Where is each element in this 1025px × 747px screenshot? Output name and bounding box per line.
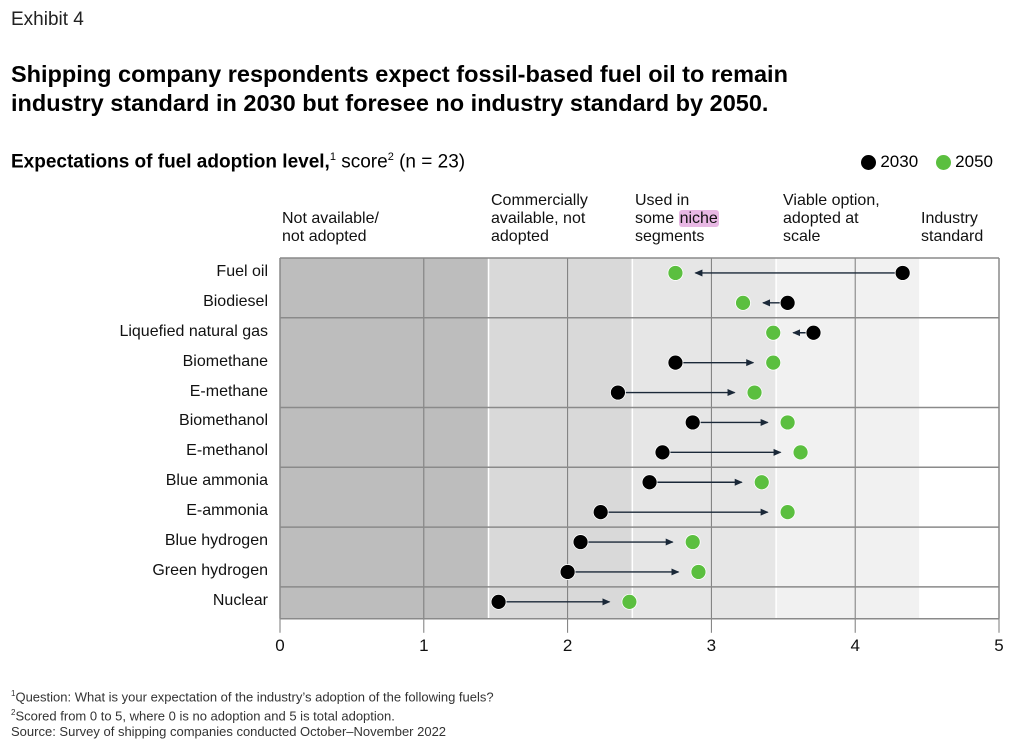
row-label: Nuclear [212, 591, 268, 609]
row-label: Fuel oil [216, 262, 268, 280]
zone-label-viable-option: Viable option, adopted at scale [783, 192, 880, 246]
zone-label-line: Not available/ [282, 210, 379, 227]
dot-2030-10 [559, 564, 576, 580]
zone-label-line: adopted at [783, 210, 859, 227]
zone-label-industry-standard: Industry standard [921, 210, 983, 246]
zone-label-line: scale [783, 228, 821, 245]
footnote-2: 2Scored from 0 to 5, where 0 is no adopt… [11, 705, 494, 724]
dot-2050-5 [779, 414, 796, 431]
row-label: Blue hydrogen [164, 532, 268, 550]
legend-label-2050: 2050 [955, 152, 993, 171]
footnotes: 1Question: What is your expectation of t… [11, 686, 494, 739]
dot-2050-9 [684, 534, 701, 550]
exhibit-label: Exhibit 4 [11, 9, 84, 30]
dot-2050-11 [621, 593, 638, 610]
dot-2050-1 [735, 294, 751, 311]
dot-2030-4 [610, 384, 626, 401]
subtitle-score: score [335, 151, 388, 173]
dot-2030-8 [592, 504, 609, 521]
dot-2050-7 [753, 474, 770, 491]
source-note: Source: Survey of shipping companies con… [11, 723, 447, 739]
footnote-1-marker: 1 [11, 689, 16, 698]
legend-item-2050: 2050 [936, 152, 993, 172]
dot-2050-3 [765, 354, 782, 371]
footnote-ref-2: 2 [387, 151, 394, 163]
zone-band-1 [488, 258, 633, 619]
row-label: Biomethanol [179, 412, 268, 430]
row-label: Green hydrogen [152, 561, 268, 579]
row-label: Liquefied natural gas [119, 322, 268, 340]
dot-2050-10 [690, 564, 707, 580]
dot-2030-6 [654, 444, 671, 461]
zone-label-line: some niche [635, 210, 719, 228]
dot-2030-11 [490, 593, 507, 610]
subtitle-n: (n = 23) [393, 151, 466, 173]
zone-band-0 [280, 258, 489, 619]
row-label: Biomethane [182, 352, 268, 370]
zone-label-line: adopted [491, 228, 549, 245]
zone-label-line: Viable option, [783, 192, 880, 209]
dot-2030-1 [779, 294, 796, 311]
x-tick-label: 3 [706, 636, 717, 655]
x-tick-label: 5 [994, 636, 1004, 655]
zone-label-niche-segments: Used in some niche segments [635, 192, 719, 246]
dot-2030-3 [667, 354, 684, 371]
title-line-2: industry standard in 2030 but foresee no… [11, 90, 769, 116]
dot-2050-4 [746, 384, 763, 401]
dot-2030-2 [805, 324, 822, 341]
row-label: E-ammonia [186, 502, 268, 520]
zone-label-commercially-available: Commercially available, not adopted [491, 192, 588, 246]
title-line-1: Shipping company respondents expect foss… [11, 61, 788, 87]
zone-label-line: Used in [635, 192, 690, 209]
legend-dot-2030-icon [861, 154, 877, 170]
row-label: E-methane [189, 382, 268, 400]
dot-2030-7 [641, 474, 658, 491]
chart-title: Shipping company respondents expect foss… [11, 60, 1011, 118]
zone-label-line: segments [635, 228, 705, 245]
dot-2030-5 [684, 414, 701, 431]
zone-band-2 [632, 258, 777, 619]
zone-label-line: standard [921, 228, 984, 245]
footnote-2-text: Scored from 0 to 5, where 0 is no adopti… [15, 708, 395, 724]
dot-2030-9 [572, 534, 589, 550]
footnote-1: 1Question: What is your expectation of t… [11, 686, 494, 705]
footnote-1-text: Question: What is your expectation of th… [15, 689, 494, 705]
zone-label-line: not adopted [282, 228, 367, 245]
dot-2050-2 [765, 324, 782, 341]
x-tick-label: 1 [419, 636, 429, 655]
zone-label-line: available, not [491, 210, 586, 227]
subtitle-bold: Expectations of fuel adoption level, [11, 151, 330, 173]
footnote-ref-1: 1 [329, 151, 336, 163]
legend-item-2030: 2030 [861, 152, 918, 172]
row-label: Biodiesel [203, 292, 268, 310]
legend-dot-2050-icon [936, 154, 952, 170]
x-tick-label: 0 [275, 636, 285, 655]
zone-band-3 [776, 258, 920, 619]
dot-2050-8 [779, 504, 796, 521]
zone-label-not-available: Not available/ not adopted [282, 210, 379, 246]
chart-subtitle: Expectations of fuel adoption level,1 sc… [11, 151, 465, 173]
zone-label-line: Commercially [491, 192, 588, 209]
x-tick-label: 2 [562, 636, 573, 655]
x-tick-label: 4 [850, 636, 860, 655]
row-label: E-methanol [186, 442, 268, 460]
dot-2050-6 [792, 444, 809, 461]
niche-highlight: niche [678, 210, 719, 227]
zone-label-line: Industry [921, 210, 978, 227]
row-label: Blue ammonia [165, 472, 268, 490]
legend: 2030 2050 [843, 152, 993, 172]
zone-label-text: some [635, 210, 679, 227]
zone-band-4 [919, 258, 999, 619]
footnote-2-marker: 2 [11, 707, 16, 717]
legend-label-2030: 2030 [880, 152, 919, 171]
dot-2030-0 [894, 265, 911, 281]
dot-2050-0 [667, 265, 684, 281]
